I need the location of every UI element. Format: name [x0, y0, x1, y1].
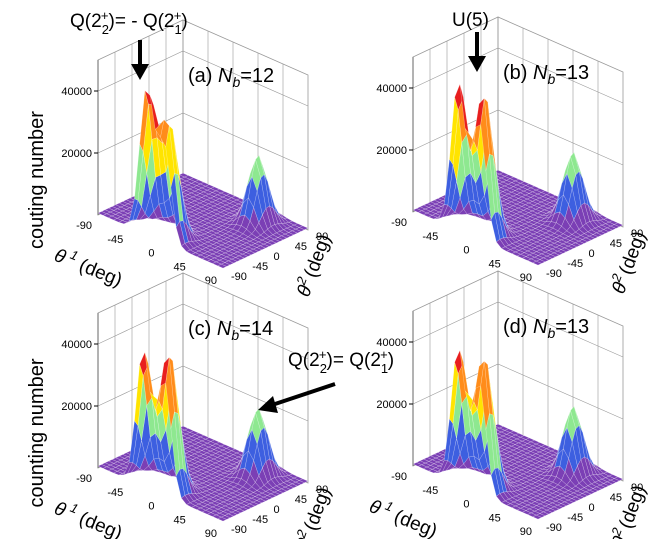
panel-title: (c) Nb=14 — [188, 318, 273, 343]
surface-mesh — [412, 83, 624, 266]
panel-d: 40000 20000 -90 -45 0 45 90 -90 -45 0 45 90 (d) Nb=1… — [366, 270, 651, 539]
theta2-axis-title: θ2(deg) — [605, 481, 651, 539]
theta1-axis-title: θ1 (deg) — [51, 494, 126, 539]
theta2-axis: -90 -45 0 45 90 — [231, 231, 328, 283]
arrow-q-plus-head — [258, 396, 278, 413]
theta2-tick-label: 0 — [589, 248, 595, 260]
wall-grid-line — [97, 112, 309, 169]
panel-b: 40000 20000 -90 -45 0 45 90 -90 -45 0 45 90 (b) Nb=1… — [376, 16, 650, 297]
z-axis: 40000 20000 — [61, 60, 99, 215]
theta1-tick-label: -90 — [391, 471, 407, 483]
surface-cell — [532, 260, 542, 266]
theta1-tick-label: 45 — [489, 512, 501, 524]
surface-cell — [217, 263, 227, 269]
theta1-axis-title: θ1 (deg) — [366, 492, 441, 539]
theta1-tick-label: -45 — [107, 487, 123, 499]
theta2-tick-label: 90 — [316, 231, 328, 243]
z-tick-label: 20000 — [376, 145, 407, 157]
theta1-axis: -90 -45 0 45 90 — [391, 217, 532, 284]
theta2-tick-label: 45 — [610, 492, 622, 504]
annotation-q-minus-text: Q(22+)= - Q(21+) — [70, 8, 188, 37]
wall-grid-line — [412, 301, 624, 358]
theta1-tick-label: 0 — [463, 499, 469, 511]
theta2-tick-label: 90 — [631, 228, 643, 240]
theta1-tick-label: -45 — [422, 485, 438, 497]
surface-cell — [217, 516, 227, 522]
z-axis: 40000 20000 — [376, 311, 414, 466]
theta1-tick-label: -45 — [107, 234, 123, 246]
panel-title: (a) Nb=12 — [188, 65, 274, 90]
panel-title: (d) Nb=13 — [503, 316, 589, 341]
theta1-tick-label: 90 — [520, 526, 532, 538]
theta1-tick-label: -45 — [422, 231, 438, 243]
theta2-tick-label: -45 — [567, 512, 583, 524]
theta2-tick-label: 0 — [274, 504, 280, 516]
panel-c: 40000 20000 -90 -45 0 45 90 -90 -45 0 45 90 (c) Nb=1… — [26, 272, 336, 539]
surface-mesh — [97, 351, 309, 522]
theta1-tick-label: -90 — [391, 217, 407, 229]
theta1-tick-label: -90 — [76, 220, 92, 232]
annotation-q-plus-text: Q(22+)= Q(21+) — [288, 347, 394, 376]
z-tick-label: 20000 — [61, 401, 92, 413]
z-tick-label: 20000 — [376, 399, 407, 411]
theta1-tick-label: 0 — [148, 501, 154, 513]
z-tick-label: 40000 — [61, 86, 92, 98]
theta2-tick-label: -45 — [252, 514, 268, 526]
z-axis-title: couting number — [26, 111, 48, 249]
theta1-tick-label: -90 — [76, 473, 92, 485]
wall-grid-line — [412, 109, 624, 166]
theta2-tick-label: -90 — [546, 522, 562, 534]
wall-grid-line — [412, 363, 624, 420]
theta2-tick-label: -90 — [546, 268, 562, 280]
theta1-axis: -90 -45 0 45 90 — [391, 471, 532, 538]
arrow-q-plus-shaft — [271, 382, 336, 407]
theta1-tick-label: 45 — [489, 258, 501, 270]
z-tick-label: 40000 — [376, 337, 407, 349]
theta1-axis-title: θ1 (deg) — [51, 241, 126, 291]
theta2-tick-label: -45 — [252, 261, 268, 273]
wall-grid-line — [412, 47, 624, 104]
panel-title: (b) Nb=13 — [503, 62, 589, 87]
surface-mesh — [97, 90, 309, 269]
z-tick-label: 40000 — [376, 83, 407, 95]
theta2-tick-label: 45 — [295, 494, 307, 506]
theta2-axis: -90 -45 0 45 90 — [546, 482, 643, 534]
arrow-q-minus-head — [131, 64, 149, 80]
theta2-tick-label: 0 — [589, 502, 595, 514]
annotation-q-minus: Q(22+)= - Q(21+) — [70, 8, 188, 80]
theta2-tick-label: -45 — [567, 258, 583, 270]
theta2-axis-title: θ2(deg) — [290, 483, 336, 539]
theta2-tick-label: 90 — [316, 484, 328, 496]
z-axis: 40000 20000 — [61, 313, 99, 468]
theta1-tick-label: 90 — [205, 528, 217, 539]
theta2-tick-label: -90 — [231, 524, 247, 536]
theta1-axis: -90 -45 0 45 90 — [76, 473, 217, 539]
z-tick-label: 20000 — [61, 148, 92, 160]
arrow-u5-head — [468, 56, 486, 72]
theta1-tick-label: 45 — [174, 514, 186, 526]
theta2-tick-label: -90 — [231, 271, 247, 283]
z-tick-label: 40000 — [61, 339, 92, 351]
theta1-tick-label: 0 — [148, 248, 154, 260]
theta1-tick-label: 90 — [520, 272, 532, 284]
theta2-tick-label: 45 — [610, 238, 622, 250]
theta2-axis: -90 -45 0 45 90 — [546, 228, 643, 280]
annotation-q-plus: Q(22+)= Q(21+) — [258, 347, 394, 413]
theta1-tick-label: 45 — [174, 261, 186, 273]
theta2-axis: -90 -45 0 45 90 — [231, 484, 328, 536]
z-axis-title: counting number — [26, 358, 48, 507]
z-axis: 40000 20000 — [376, 57, 414, 212]
annotation-u5-text: U(5) — [452, 10, 489, 31]
wall-grid-line — [97, 303, 309, 360]
surface-cell — [532, 514, 542, 520]
theta2-tick-label: 90 — [631, 482, 643, 494]
theta2-tick-label: 0 — [274, 251, 280, 263]
wall-grid-line — [97, 50, 309, 107]
theta2-tick-label: 45 — [295, 241, 307, 253]
annotation-u5: U(5) — [452, 10, 489, 72]
surface-mesh — [412, 349, 624, 520]
theta1-tick-label: 0 — [463, 245, 469, 257]
